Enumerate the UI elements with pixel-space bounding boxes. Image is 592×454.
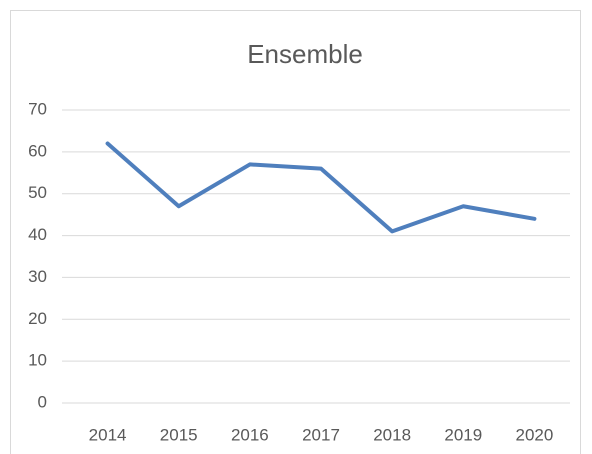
- chart-title: Ensemble: [247, 39, 363, 69]
- y-tick-label: 50: [28, 183, 47, 202]
- data-line: [105, 141, 537, 234]
- chart-border: [10, 10, 581, 454]
- x-tick-label: 2015: [160, 425, 198, 444]
- y-tick-label: 70: [28, 99, 47, 118]
- x-tick-label: 2018: [373, 425, 411, 444]
- y-tick-label: 10: [28, 351, 47, 370]
- y-tick-label: 30: [28, 267, 47, 286]
- x-tick-label: 2014: [89, 425, 127, 444]
- y-tick-label: 20: [28, 309, 47, 328]
- y-tick-label: 40: [28, 225, 47, 244]
- x-tick-label: 2016: [231, 425, 269, 444]
- x-tick-label: 2017: [302, 425, 340, 444]
- x-tick-label: 2020: [516, 425, 554, 444]
- y-tick-label: 0: [38, 392, 47, 411]
- y-tick-label: 60: [28, 141, 47, 160]
- x-tick-label: 2019: [444, 425, 482, 444]
